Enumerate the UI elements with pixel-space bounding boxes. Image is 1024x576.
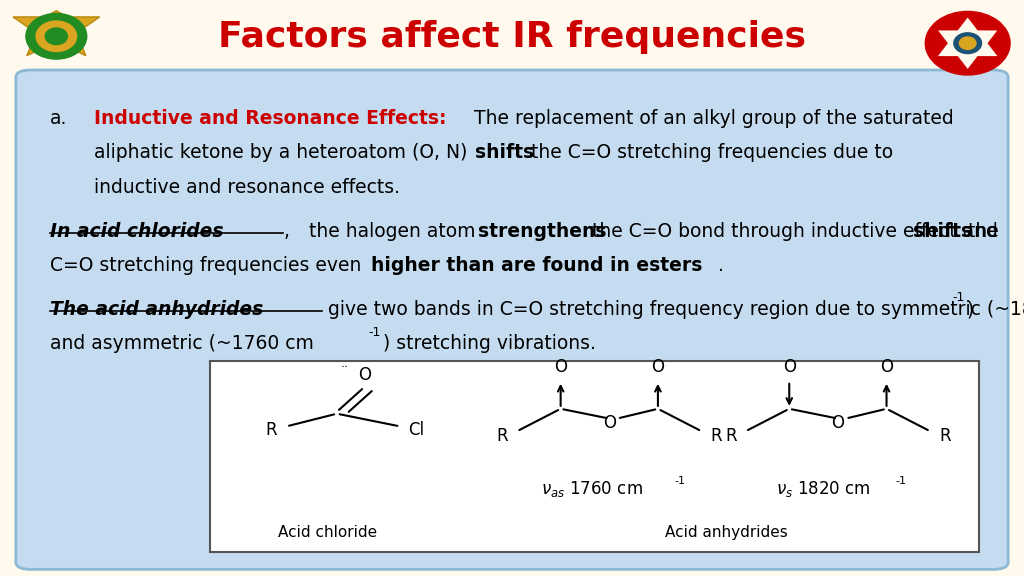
Text: O: O [554, 358, 567, 376]
Text: $\nu_{as}$ 1760 cm: $\nu_{as}$ 1760 cm [541, 479, 643, 499]
Text: $\nu_{s}$ 1820 cm: $\nu_{s}$ 1820 cm [776, 479, 870, 499]
Text: and asymmetric (~1760 cm: and asymmetric (~1760 cm [50, 334, 313, 353]
Text: O: O [651, 358, 665, 376]
Text: R: R [265, 421, 276, 439]
Circle shape [36, 21, 77, 51]
Text: the C=O stretching frequencies due to: the C=O stretching frequencies due to [524, 143, 893, 162]
Circle shape [45, 28, 68, 44]
Text: a.: a. [50, 109, 68, 128]
Text: -1: -1 [368, 325, 380, 339]
Text: ··: ·· [341, 362, 349, 374]
Text: -1: -1 [952, 291, 965, 304]
Text: the: the [963, 222, 999, 241]
FancyBboxPatch shape [211, 361, 979, 552]
Text: Inductive and Resonance Effects:: Inductive and Resonance Effects: [94, 109, 446, 128]
Text: The replacement of an alkyl group of the saturated: The replacement of an alkyl group of the… [468, 109, 954, 128]
Text: The acid anhydrides: The acid anhydrides [50, 300, 263, 319]
Circle shape [954, 33, 981, 54]
Text: strengthens: strengthens [478, 222, 606, 241]
Text: inductive and resonance effects.: inductive and resonance effects. [94, 177, 399, 196]
Text: O: O [603, 415, 615, 433]
Text: In acid chlorides: In acid chlorides [50, 222, 223, 241]
Text: C=O stretching frequencies even: C=O stretching frequencies even [50, 256, 368, 275]
Text: the halogen atom: the halogen atom [303, 222, 481, 241]
Text: O: O [831, 415, 845, 433]
Circle shape [959, 37, 976, 50]
Text: -1: -1 [675, 476, 686, 486]
Text: O: O [357, 366, 371, 384]
Text: ,: , [284, 222, 290, 241]
Text: Factors affect IR frequencies: Factors affect IR frequencies [218, 20, 806, 55]
Text: Acid anhydrides: Acid anhydrides [665, 525, 787, 540]
Text: O: O [880, 358, 893, 376]
Polygon shape [937, 17, 998, 70]
Text: .: . [718, 256, 724, 275]
Text: the C=O bond through inductive effect and: the C=O bond through inductive effect an… [586, 222, 1004, 241]
Text: Acid chloride: Acid chloride [278, 525, 377, 540]
Text: -1: -1 [896, 476, 906, 486]
Text: shifts: shifts [475, 143, 535, 162]
Circle shape [26, 13, 87, 59]
Circle shape [926, 12, 1010, 75]
Text: higher than are found in esters: higher than are found in esters [371, 256, 702, 275]
Text: shifts: shifts [912, 222, 972, 241]
Text: R: R [497, 427, 508, 445]
Text: R: R [711, 427, 722, 445]
Text: R: R [725, 427, 736, 445]
FancyBboxPatch shape [16, 70, 1009, 569]
Text: Cl: Cl [409, 421, 425, 439]
Text: R: R [939, 427, 950, 445]
Text: give two bands in C=O stretching frequency region due to symmetric (~1820 cm: give two bands in C=O stretching frequen… [323, 300, 1024, 319]
Text: ) stretching vibrations.: ) stretching vibrations. [383, 334, 596, 353]
Polygon shape [13, 11, 99, 56]
Text: ): ) [967, 300, 974, 319]
Text: aliphatic ketone by a heteroatom (O, N): aliphatic ketone by a heteroatom (O, N) [94, 143, 473, 162]
Text: O: O [782, 358, 796, 376]
